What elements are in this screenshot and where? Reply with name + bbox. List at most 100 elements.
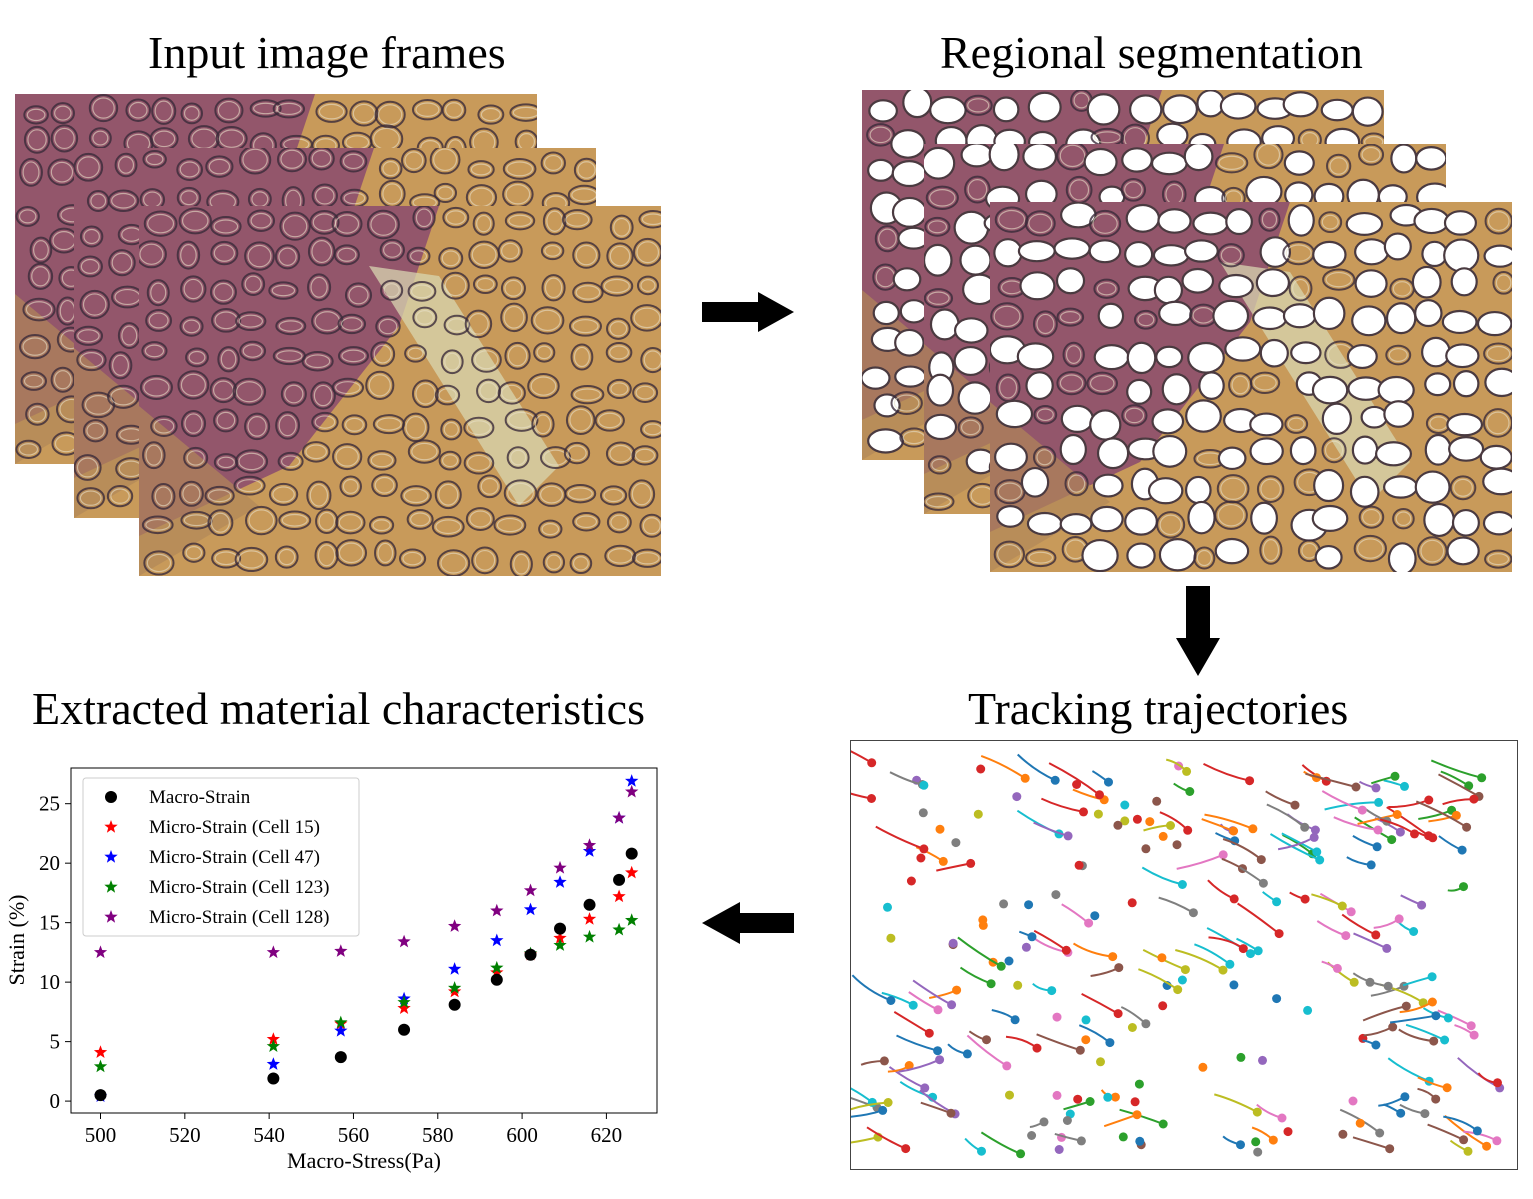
data-point xyxy=(490,933,504,947)
x-tick-label: 620 xyxy=(591,1123,623,1147)
trajectory xyxy=(1052,1012,1062,1022)
data-point xyxy=(523,902,538,916)
arrow-left-icon xyxy=(702,902,794,944)
data-point xyxy=(398,1023,411,1036)
trajectory xyxy=(1305,772,1361,792)
trajectory xyxy=(964,1137,986,1156)
trajectory xyxy=(1430,759,1487,783)
segmentation-frame-front xyxy=(990,202,1512,572)
data-point xyxy=(490,965,504,979)
trajectory xyxy=(1251,1126,1278,1145)
trajectory xyxy=(1051,890,1061,900)
trajectory xyxy=(973,809,983,819)
legend-entry: Micro-Strain (Cell 47) xyxy=(149,847,320,868)
trajectory xyxy=(1239,866,1268,888)
x-tick-label: 580 xyxy=(422,1123,454,1147)
trajectory xyxy=(1177,975,1187,985)
trajectory xyxy=(1438,835,1467,855)
trajectory xyxy=(1427,1123,1469,1145)
data-point xyxy=(583,898,596,911)
trajectory xyxy=(980,754,1030,783)
trajectory xyxy=(1258,1055,1267,1065)
trajectory xyxy=(1253,1147,1263,1157)
trajectory xyxy=(1142,949,1190,975)
trajectory xyxy=(1054,1132,1086,1146)
trajectory xyxy=(1358,780,1381,793)
trajectory xyxy=(1090,911,1100,921)
data-point xyxy=(93,945,108,959)
trajectory xyxy=(1074,860,1084,870)
x-tick-label: 540 xyxy=(253,1123,285,1147)
data-point xyxy=(93,1059,108,1073)
trajectory xyxy=(1415,800,1472,832)
data-point xyxy=(94,1089,107,1102)
trajectory xyxy=(1208,936,1248,954)
trajectory xyxy=(1159,811,1193,835)
trajectory xyxy=(1289,891,1310,904)
trajectory xyxy=(1222,1135,1245,1150)
series-micro-strain-cell-128 xyxy=(93,784,639,959)
trajectory xyxy=(1237,902,1284,939)
trajectory xyxy=(1316,920,1351,941)
trajectory xyxy=(1428,810,1461,823)
trajectory xyxy=(1236,937,1263,956)
trajectory xyxy=(1348,1096,1358,1106)
trajectory xyxy=(1363,1022,1398,1037)
trajectory xyxy=(1120,800,1130,810)
trajectory xyxy=(1207,879,1239,904)
tracking-trajectories-plot xyxy=(824,740,1518,1170)
trajectory xyxy=(1036,1033,1085,1055)
data-point xyxy=(582,912,597,925)
trajectory xyxy=(1399,1103,1430,1119)
trajectory xyxy=(976,764,986,774)
trajectory xyxy=(1251,1137,1261,1147)
chart-legend xyxy=(82,777,360,937)
legend-marker xyxy=(104,910,118,923)
trajectory xyxy=(1272,994,1282,1004)
y-tick-label: 10 xyxy=(39,970,60,994)
trajectory xyxy=(1127,898,1137,908)
chart-xlabel: Macro-Stress(Pa) xyxy=(287,1148,441,1173)
legend-marker xyxy=(104,850,118,863)
data-point xyxy=(554,922,567,935)
trajectory xyxy=(893,1011,934,1038)
legend-marker xyxy=(105,791,117,803)
trajectory xyxy=(875,825,929,854)
data-point xyxy=(397,934,411,948)
x-tick-label: 500 xyxy=(85,1123,117,1147)
trajectory xyxy=(1378,1092,1410,1107)
trajectory xyxy=(1417,1076,1452,1093)
trajectory xyxy=(1443,1115,1482,1136)
trajectory xyxy=(1118,1132,1128,1142)
trajectory xyxy=(1201,818,1239,836)
data-point xyxy=(490,960,504,974)
trajectory xyxy=(1333,816,1383,835)
trajectory xyxy=(1096,1057,1105,1067)
data-point xyxy=(553,875,567,888)
trajectory xyxy=(1032,982,1057,996)
trajectory xyxy=(1132,814,1142,824)
trajectory xyxy=(1383,779,1409,791)
trajectory xyxy=(1113,820,1123,830)
trajectory xyxy=(1004,956,1014,966)
trajectory xyxy=(1221,857,1247,874)
x-tick-label: 520 xyxy=(169,1123,201,1147)
trajectory xyxy=(1143,821,1175,832)
trajectory xyxy=(1152,796,1162,806)
arrow-right-icon xyxy=(702,292,794,332)
trajectory xyxy=(1120,816,1130,826)
chart-ylabel: Strain (%) xyxy=(4,894,29,985)
data-point xyxy=(448,998,461,1011)
trajectory xyxy=(1029,1117,1049,1128)
data-point xyxy=(266,1039,280,1052)
trajectory xyxy=(1373,914,1404,929)
trajectory xyxy=(1324,797,1384,811)
data-point xyxy=(266,1057,280,1070)
trajectory xyxy=(1018,930,1037,942)
data-point xyxy=(612,811,626,824)
trajectory xyxy=(1370,771,1400,785)
data-point xyxy=(625,784,639,798)
data-point xyxy=(625,913,639,926)
trajectory xyxy=(887,1061,914,1073)
trajectory xyxy=(1165,758,1192,776)
